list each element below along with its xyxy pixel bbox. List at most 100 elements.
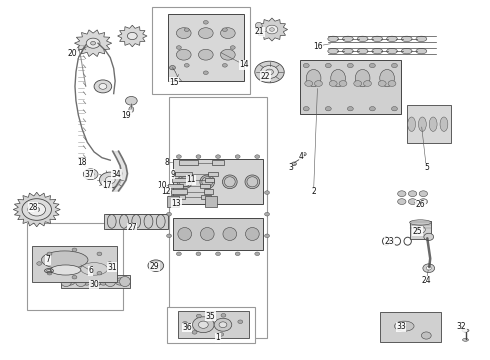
Text: 23: 23 (385, 238, 394, 246)
Text: 36: 36 (182, 323, 192, 332)
Circle shape (37, 262, 42, 265)
Ellipse shape (223, 228, 237, 240)
Ellipse shape (372, 36, 383, 41)
Ellipse shape (90, 276, 101, 287)
Ellipse shape (397, 199, 406, 204)
Circle shape (105, 176, 115, 184)
Circle shape (255, 61, 284, 83)
Circle shape (235, 252, 240, 256)
Text: 14: 14 (239, 60, 249, 69)
Text: 7: 7 (46, 256, 50, 264)
Ellipse shape (328, 49, 339, 54)
Ellipse shape (245, 175, 260, 189)
Circle shape (424, 233, 434, 240)
Text: 34: 34 (112, 170, 122, 179)
Circle shape (222, 28, 227, 32)
Circle shape (230, 46, 235, 49)
Circle shape (416, 226, 425, 233)
Ellipse shape (355, 69, 370, 87)
Text: 27: 27 (127, 223, 137, 232)
Ellipse shape (372, 49, 383, 54)
Bar (205, 178, 215, 182)
Ellipse shape (80, 263, 108, 275)
Ellipse shape (41, 251, 88, 269)
Bar (380, 311, 441, 342)
Text: 8: 8 (164, 158, 169, 167)
Text: 32: 32 (457, 323, 466, 331)
Ellipse shape (394, 321, 414, 331)
Circle shape (196, 155, 201, 158)
Ellipse shape (387, 36, 397, 41)
Circle shape (34, 207, 40, 212)
Circle shape (255, 252, 260, 256)
Circle shape (265, 234, 270, 238)
Text: 24: 24 (421, 276, 431, 285)
Bar (407, 105, 451, 143)
Ellipse shape (247, 177, 258, 187)
Circle shape (72, 248, 77, 252)
Circle shape (198, 321, 208, 328)
Ellipse shape (105, 276, 116, 287)
Circle shape (369, 107, 375, 111)
Circle shape (301, 152, 306, 156)
Ellipse shape (462, 329, 469, 332)
Text: 33: 33 (396, 323, 406, 331)
Ellipse shape (202, 177, 213, 187)
Text: 10: 10 (157, 181, 167, 190)
Circle shape (176, 49, 191, 60)
Ellipse shape (255, 22, 262, 30)
Text: 2: 2 (311, 187, 316, 196)
Circle shape (369, 63, 375, 68)
Circle shape (270, 28, 274, 31)
Circle shape (421, 332, 431, 339)
Ellipse shape (156, 215, 165, 228)
Circle shape (68, 280, 72, 283)
Ellipse shape (107, 215, 116, 228)
Circle shape (214, 318, 232, 331)
Circle shape (99, 84, 107, 89)
Bar (168, 14, 244, 81)
Circle shape (219, 333, 223, 336)
Circle shape (72, 275, 77, 279)
Ellipse shape (107, 215, 116, 228)
Circle shape (115, 278, 125, 285)
Bar (179, 160, 198, 165)
Bar (171, 189, 187, 194)
Ellipse shape (408, 191, 417, 197)
Ellipse shape (224, 177, 235, 187)
Text: 13: 13 (172, 198, 181, 207)
Circle shape (176, 252, 181, 256)
Circle shape (203, 71, 208, 75)
Circle shape (266, 69, 273, 75)
Ellipse shape (120, 215, 128, 228)
Circle shape (184, 28, 189, 32)
Ellipse shape (408, 117, 416, 131)
Ellipse shape (200, 175, 215, 189)
Circle shape (303, 63, 309, 68)
Text: 26: 26 (416, 200, 425, 209)
Ellipse shape (419, 199, 427, 204)
Bar (201, 195, 211, 199)
Ellipse shape (61, 276, 72, 287)
Circle shape (65, 278, 75, 285)
Circle shape (28, 203, 46, 216)
Ellipse shape (418, 117, 426, 131)
Circle shape (101, 280, 105, 283)
Circle shape (219, 322, 227, 328)
Ellipse shape (120, 215, 128, 228)
Circle shape (183, 321, 188, 325)
Ellipse shape (343, 36, 353, 41)
Ellipse shape (222, 175, 237, 189)
Text: 35: 35 (206, 311, 216, 320)
Bar (172, 178, 188, 182)
Text: 5: 5 (424, 163, 429, 172)
Text: 22: 22 (261, 72, 270, 81)
Text: 4: 4 (299, 152, 304, 161)
Text: 15: 15 (169, 77, 179, 86)
Bar (168, 184, 183, 188)
Circle shape (198, 28, 213, 39)
Ellipse shape (463, 338, 468, 341)
Ellipse shape (357, 49, 368, 54)
Circle shape (97, 252, 102, 256)
Circle shape (221, 314, 226, 317)
